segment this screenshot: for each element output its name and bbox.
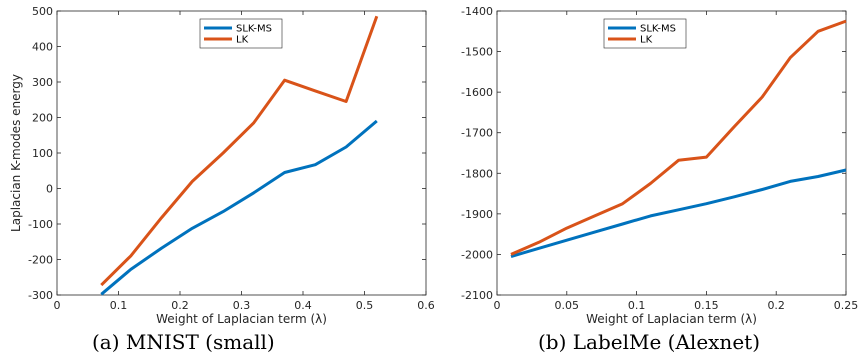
- y-tick-label: 200: [32, 112, 53, 125]
- legend-label: LK: [640, 35, 653, 46]
- x-tick-label: 0.05: [555, 299, 580, 312]
- x-axis-label: Weight of Laplacian term (λ): [586, 312, 757, 326]
- legend-label: SLK-MS: [236, 24, 272, 35]
- legend-box: [603, 18, 687, 49]
- caption-labelme: (b) LabelMe (Alexnet): [538, 330, 760, 354]
- y-tick-label: -1500: [461, 46, 493, 59]
- series-line-lk: [100, 15, 379, 287]
- y-tick-label: 100: [32, 147, 53, 160]
- y-tick-label: -300: [28, 289, 53, 302]
- y-tick-label: -100: [28, 218, 53, 231]
- series-line-slk-ms: [510, 168, 847, 258]
- y-axis-label: Laplacian K-modes energy: [9, 74, 23, 232]
- x-tick-label: 0: [494, 299, 501, 312]
- y-tick-label: 0: [46, 183, 53, 196]
- x-tick-label: 0.2: [171, 299, 189, 312]
- x-tick-label: 0.2: [767, 299, 785, 312]
- legend-box: [199, 18, 283, 49]
- y-tick-label: -2000: [461, 248, 493, 261]
- y-tick-label: -200: [28, 254, 53, 267]
- x-tick-label: 0: [54, 299, 61, 312]
- legend-label: LK: [236, 35, 249, 46]
- chart-mnist: 0 0.1 0.2 0.3 0.4 0.5 0.6 -300 -200 -100 0 100 200 30…: [9, 5, 435, 326]
- x-tick-label: 0.4: [294, 299, 312, 312]
- axes-box: [56, 10, 427, 296]
- x-axis-label: Weight of Laplacian term (λ): [156, 312, 327, 326]
- y-tick-label: 300: [32, 76, 53, 89]
- legend-label: SLK-MS: [640, 24, 676, 35]
- x-tick-label: 0.25: [834, 299, 859, 312]
- series-line-lk: [510, 19, 847, 256]
- y-tick-label: 400: [32, 41, 53, 54]
- axes-box: [496, 10, 847, 296]
- x-tick-label: 0.5: [356, 299, 374, 312]
- y-tick-label: -1600: [461, 86, 493, 99]
- y-tick-label: -2100: [461, 289, 493, 302]
- x-tick-label: 0.1: [628, 299, 646, 312]
- x-tick-label: 0.1: [110, 299, 128, 312]
- y-tick-label: -1400: [461, 5, 493, 18]
- y-tick-label: 500: [32, 5, 53, 18]
- x-tick-label: 0.3: [233, 299, 251, 312]
- y-tick-label: -1700: [461, 127, 493, 140]
- x-tick-label: 0.15: [694, 299, 719, 312]
- y-tick-label: -1800: [461, 167, 493, 180]
- y-tick-label: -1900: [461, 208, 493, 221]
- chart-labelme: 0 0.05 0.1 0.15 0.2 0.25 -2100 -2000 -1900 -1800 -…: [461, 5, 858, 326]
- x-tick-label: 0.6: [417, 299, 435, 312]
- series-line-slk-ms: [100, 119, 378, 296]
- caption-mnist: (a) MNIST (small): [92, 330, 275, 354]
